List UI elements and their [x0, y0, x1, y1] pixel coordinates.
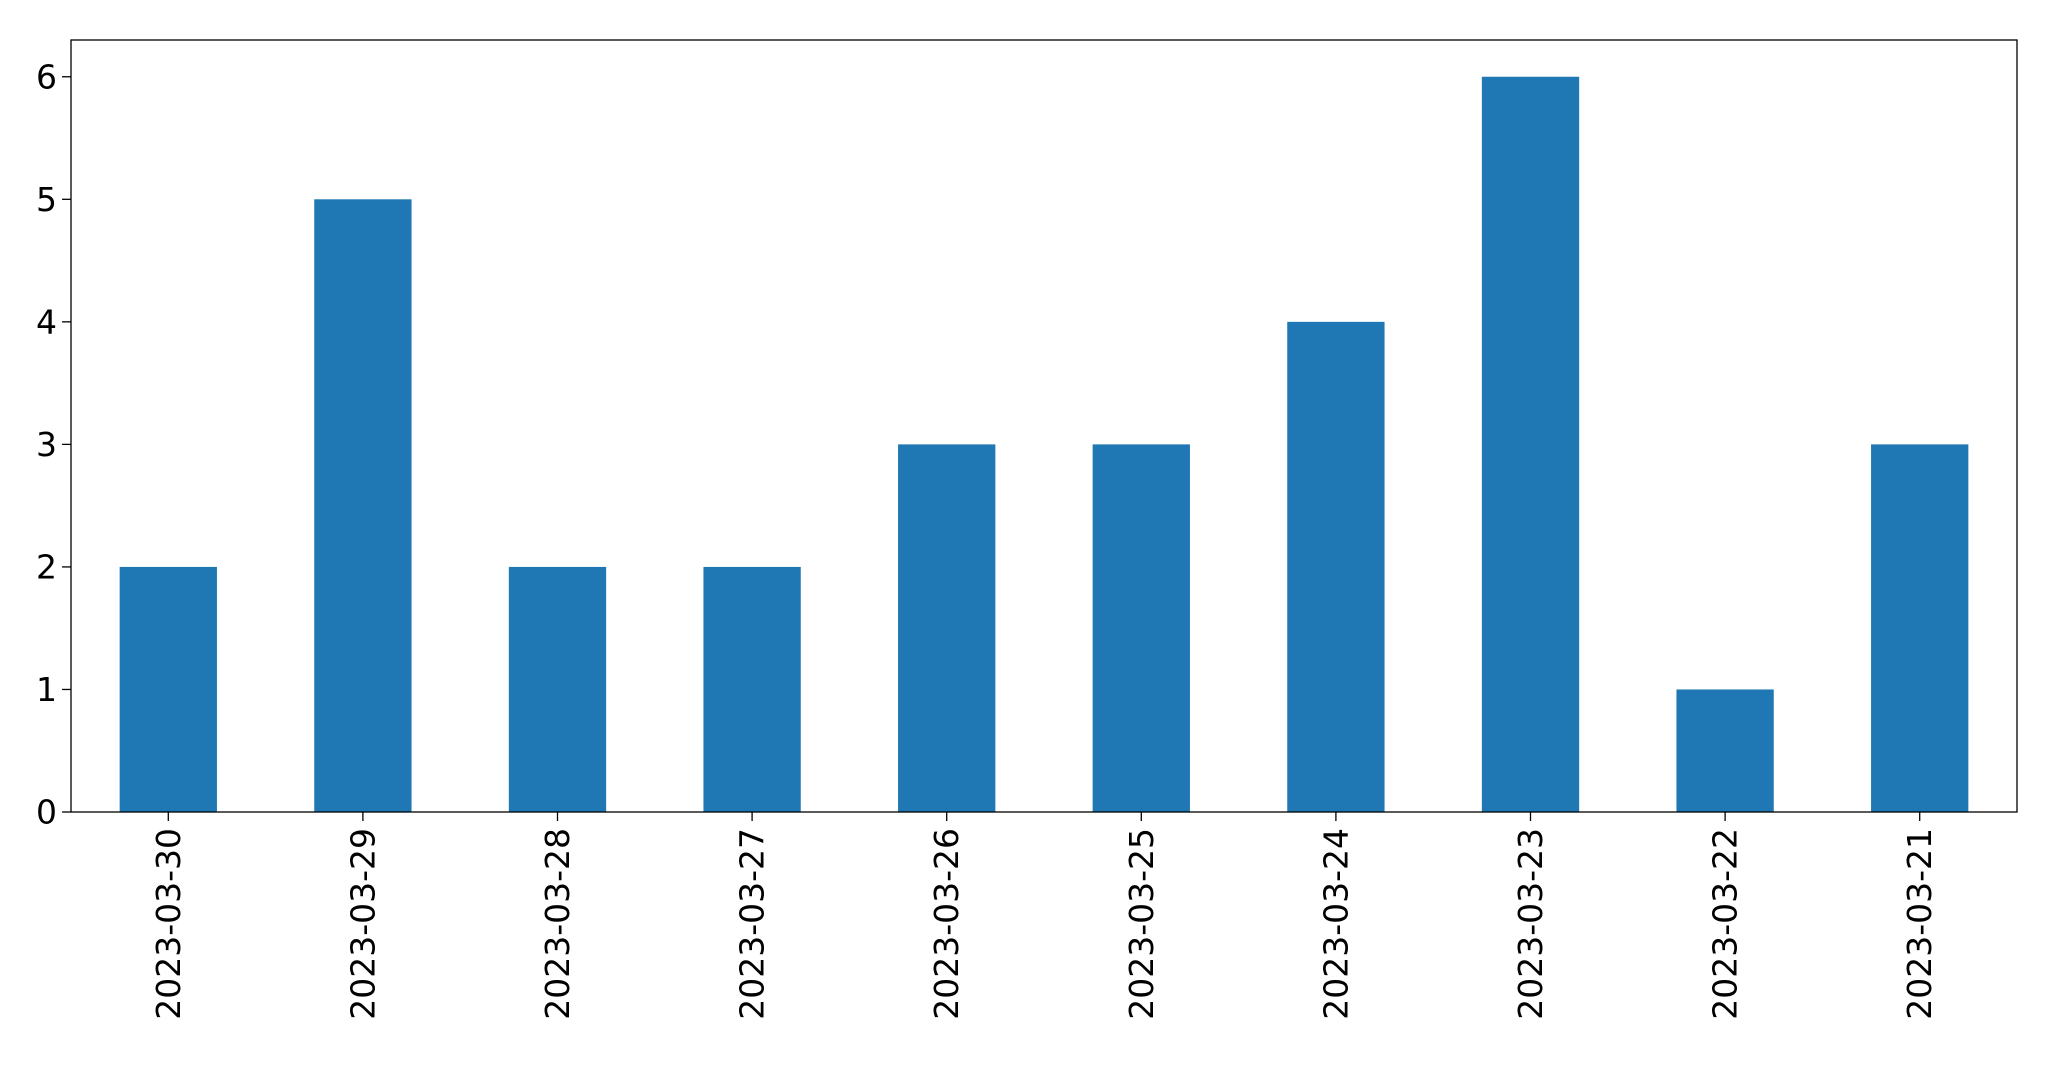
x-tick-label: 2023-03-30 — [149, 828, 188, 1020]
x-tick-label: 2023-03-28 — [538, 828, 577, 1020]
x-tick-label: 2023-03-21 — [1900, 828, 1939, 1020]
bars-layer — [119, 76, 1969, 813]
x-tick-label: 2023-03-24 — [1316, 828, 1355, 1020]
x-tick-label: 2023-03-23 — [1511, 828, 1550, 1020]
bar-2023-03-29 — [314, 199, 412, 813]
x-axis: 2023-03-30 2023-03-29 2023-03-28 2023-03-27… — [149, 812, 1939, 1020]
y-tick-label: 2 — [36, 547, 57, 586]
y-tick-label: 4 — [36, 302, 57, 341]
x-tick-label: 2023-03-27 — [733, 828, 772, 1020]
y-axis: 0 1 2 3 4 5 6 — [36, 57, 71, 832]
bar-2023-03-23 — [1481, 76, 1580, 812]
bar-2023-03-30 — [119, 566, 217, 812]
bar-2023-03-21 — [1871, 444, 1969, 812]
x-tick-label: 2023-03-26 — [927, 828, 966, 1020]
bar-2023-03-26 — [898, 444, 996, 812]
x-tick-label: 2023-03-22 — [1706, 828, 1745, 1020]
y-tick-label: 6 — [36, 57, 57, 96]
x-tick-label: 2023-03-29 — [343, 828, 382, 1020]
y-tick-label: 5 — [36, 180, 57, 219]
plot-area-frame — [70, 39, 2018, 813]
y-tick-label: 1 — [36, 670, 57, 709]
y-tick-label: 3 — [36, 425, 57, 464]
x-tick-label: 2023-03-25 — [1122, 828, 1161, 1020]
bar-2023-03-27 — [703, 566, 801, 812]
bar-2023-03-28 — [508, 566, 607, 812]
y-tick-label: 0 — [36, 793, 57, 832]
bar-2023-03-24 — [1287, 321, 1385, 812]
bar-2023-03-22 — [1676, 689, 1774, 812]
bar-2023-03-25 — [1092, 444, 1190, 812]
